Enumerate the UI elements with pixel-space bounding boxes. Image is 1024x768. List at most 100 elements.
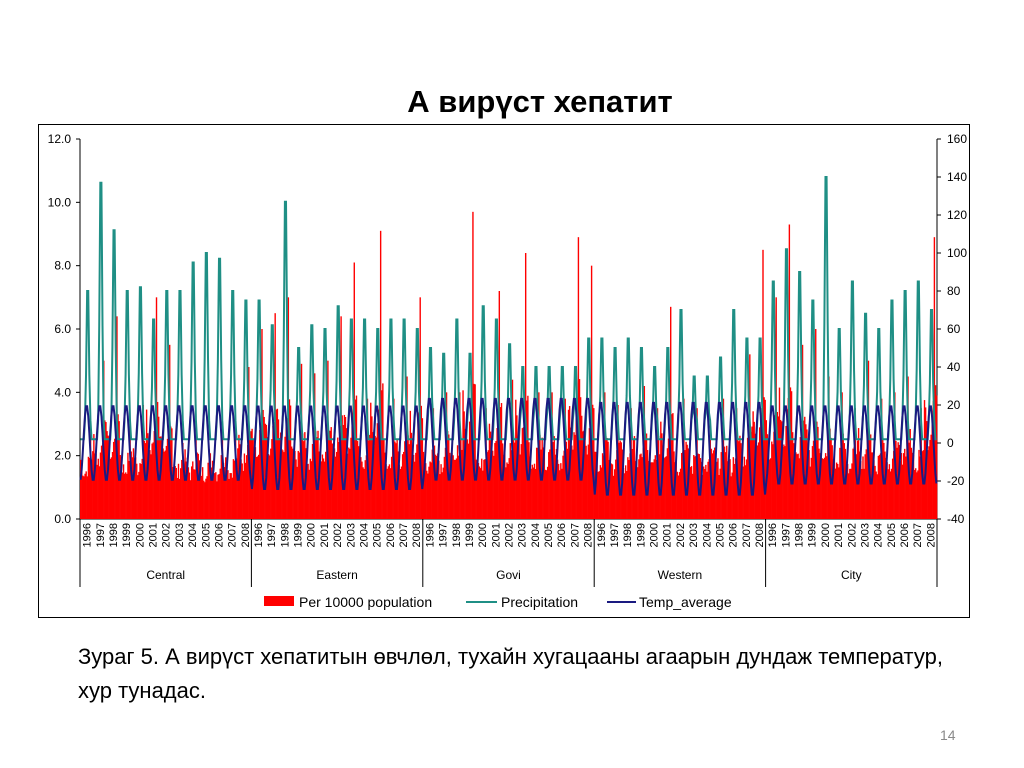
x-tick-label-year: 2008 (754, 523, 766, 547)
x-tick-label-year: 2006 (728, 523, 740, 547)
bar (360, 457, 362, 519)
bar (297, 450, 299, 519)
bar (531, 464, 533, 519)
bar (204, 482, 206, 519)
x-tick-label-year: 1997 (95, 523, 107, 547)
bar (273, 422, 275, 519)
bar (624, 465, 627, 519)
bar (496, 427, 498, 519)
bar (585, 445, 587, 519)
y2-tick-label: 40 (947, 360, 961, 374)
bar (742, 466, 744, 519)
bar (649, 456, 651, 519)
bar (149, 450, 151, 519)
bar (739, 435, 741, 519)
legend-label-precipitation: Precipitation (501, 594, 578, 610)
bar (561, 468, 563, 519)
bar (769, 458, 772, 519)
bar (185, 461, 187, 519)
bar (470, 404, 472, 519)
bar (810, 457, 813, 519)
bar (789, 387, 792, 519)
bar (626, 470, 628, 519)
bar (746, 437, 749, 519)
bar (323, 461, 326, 519)
x-tick-label-year: 1999 (121, 523, 133, 547)
bar (528, 442, 530, 519)
bar (715, 456, 717, 519)
bar (296, 466, 298, 519)
bar (505, 467, 507, 519)
bar (681, 452, 683, 519)
bar (455, 458, 458, 519)
bar (784, 446, 786, 519)
bar (81, 462, 83, 519)
x-tick-label-year: 1996 (82, 523, 94, 547)
bar (125, 472, 127, 519)
bar (755, 435, 758, 519)
bar (884, 451, 886, 519)
bar (89, 436, 92, 519)
bar (382, 383, 384, 519)
bar (751, 426, 753, 519)
bar (253, 446, 255, 519)
x-tick-label-year: 1998 (794, 523, 806, 547)
bar (521, 428, 524, 519)
bar (388, 464, 391, 519)
x-group-label: City (841, 568, 862, 582)
bar (919, 456, 921, 519)
bar (206, 476, 208, 519)
bar (509, 443, 511, 519)
bar (430, 462, 432, 519)
bar (860, 460, 862, 519)
x-group-label: Eastern (316, 568, 357, 582)
x-tick-label-year: 1999 (807, 523, 819, 547)
bar (693, 455, 695, 519)
x-tick-label-year: 1997 (609, 523, 621, 547)
bar (80, 459, 82, 519)
x-tick-label-year: 2001 (148, 523, 160, 547)
bar (790, 391, 793, 519)
bar (852, 448, 854, 519)
x-tick-label-year: 2004 (873, 523, 885, 547)
bar (694, 456, 696, 519)
y2-tick-label: -40 (947, 512, 965, 526)
bar (874, 465, 876, 519)
bar (786, 409, 788, 519)
bar (404, 441, 406, 519)
bar (734, 458, 737, 519)
bar (208, 449, 210, 519)
bar (92, 451, 94, 519)
bar (906, 437, 908, 519)
bar (764, 399, 766, 519)
x-tick-label-year: 1998 (622, 523, 634, 547)
bar (443, 456, 446, 519)
x-tick-label-year: 2003 (688, 523, 700, 547)
y2-tick-label: 0 (947, 436, 954, 450)
bar (756, 445, 759, 519)
x-tick-label-year: 2004 (187, 523, 199, 547)
bar (392, 442, 394, 519)
bar (190, 466, 193, 519)
bar (416, 444, 418, 519)
bar (615, 459, 617, 519)
bar (158, 416, 160, 519)
bar (237, 448, 239, 519)
bar (181, 459, 183, 519)
bar (276, 408, 279, 519)
bar (266, 437, 269, 519)
bar (520, 444, 522, 519)
bar (886, 462, 888, 519)
bar (500, 403, 503, 519)
y-tick-label: 0.0 (54, 512, 71, 526)
bar (759, 427, 761, 519)
bar (503, 454, 505, 519)
bar (234, 436, 237, 519)
x-tick-label-year: 1997 (780, 523, 792, 547)
bar (901, 464, 904, 519)
bar (244, 462, 247, 519)
x-tick-label-year: 2002 (675, 523, 687, 547)
bar (241, 463, 243, 519)
x-tick-label-year: 2003 (174, 523, 186, 547)
bar (728, 459, 730, 519)
